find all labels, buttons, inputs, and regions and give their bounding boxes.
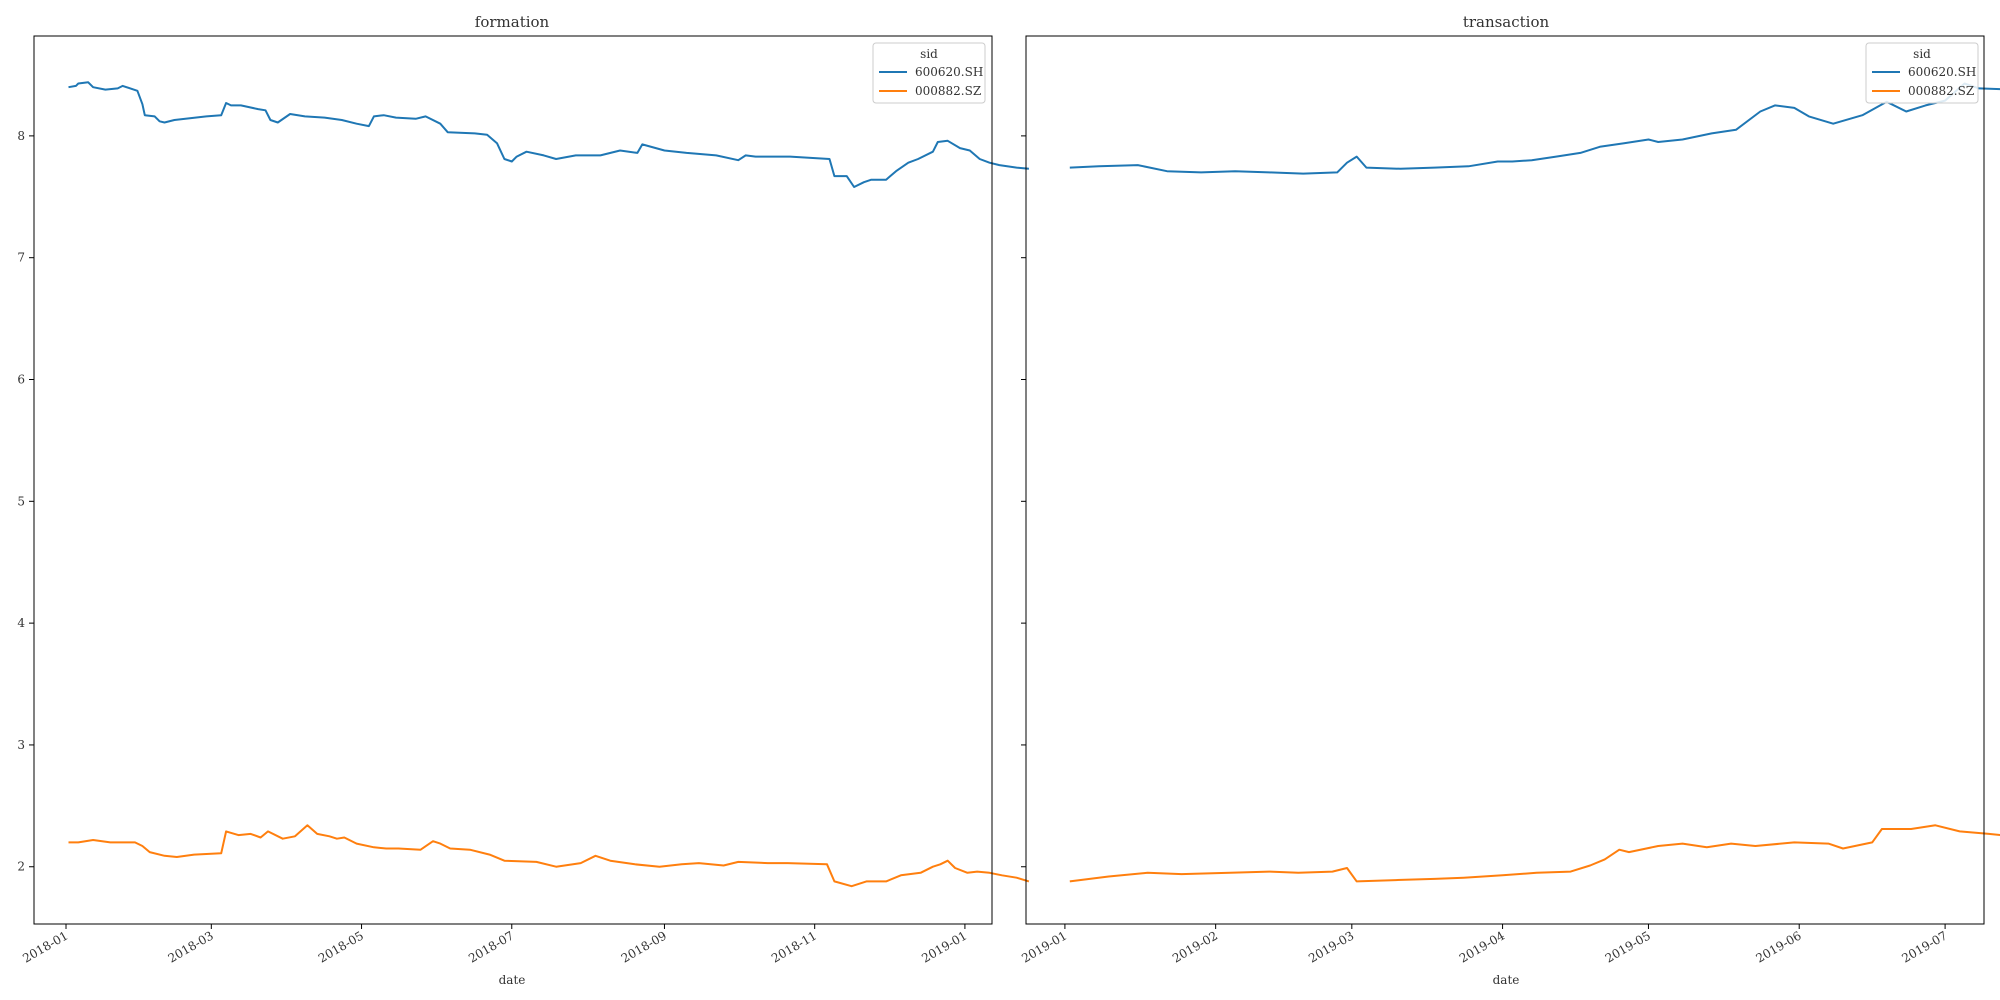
transaction-legend-box xyxy=(1865,42,1979,104)
transaction-x-tick-label: 2019-06 xyxy=(1754,928,1804,965)
transaction-x-tick-label: 2019-03 xyxy=(1306,928,1356,965)
transaction-x-ticks: 2019-01 2019-02 2019-03 2019-04 2019-05 2019-… xyxy=(1019,924,1950,966)
transaction-legend: sid 600620.SH 000882.SZ xyxy=(1865,42,1979,104)
transaction-title: transaction xyxy=(1463,13,1550,31)
formation-legend-label-000882: 000882.SZ xyxy=(915,84,981,98)
formation-x-tick-label: 2018-11 xyxy=(769,928,819,965)
transaction-legend-title: sid xyxy=(1913,47,1931,61)
formation-y-tick-label: 5 xyxy=(17,494,25,508)
transaction-legend-label-000882: 000882.SZ xyxy=(1908,84,1974,98)
formation-x-tick-label: 2018-05 xyxy=(316,928,366,965)
formation-title: formation xyxy=(475,13,550,31)
formation-series-line-000882 xyxy=(68,824,1030,888)
formation-y-ticks: 2 3 4 5 6 7 8 xyxy=(17,129,34,874)
formation-x-tick-label: 2018-07 xyxy=(466,928,516,965)
formation-series-line-600620 xyxy=(68,81,1029,188)
formation-x-tick-label: 2018-09 xyxy=(619,928,669,965)
transaction-plot-frame xyxy=(1025,35,1985,925)
formation-plot-frame xyxy=(33,35,993,925)
transaction-series-lines xyxy=(1069,82,2000,883)
formation-x-ticks: 2018-01 2018-03 2018-05 2018-07 2018-09 2018-… xyxy=(20,924,969,966)
formation-x-tick-label: 2018-03 xyxy=(166,928,216,965)
transaction-x-tick-label: 2019-01 xyxy=(1019,928,1069,965)
formation-legend: sid 600620.SH 000882.SZ xyxy=(872,42,986,104)
formation-legend-title: sid xyxy=(920,47,938,61)
transaction-panel: transaction date 2019-01 2019-02 2019-03 20… xyxy=(1019,13,2000,987)
transaction-x-tick-label: 2019-05 xyxy=(1603,928,1653,965)
transaction-x-tick-label: 2019-07 xyxy=(1899,928,1949,965)
formation-panel: formation date 2018-01 2018-03 2018-05 2018… xyxy=(17,13,1030,987)
transaction-x-tick-label: 2019-02 xyxy=(1170,928,1220,965)
formation-y-tick-label: 4 xyxy=(17,616,25,630)
formation-series-lines xyxy=(68,81,1030,888)
formation-y-tick-label: 3 xyxy=(17,738,25,752)
transaction-x-tick-label: 2019-04 xyxy=(1457,928,1507,965)
transaction-series-line-000882 xyxy=(1069,824,2000,883)
formation-y-tick-label: 6 xyxy=(17,373,25,387)
formation-y-tick-label: 8 xyxy=(17,129,25,143)
formation-y-tick-label: 7 xyxy=(17,251,25,265)
transaction-series-line-600620 xyxy=(1069,82,2000,175)
transaction-x-axis-label: date xyxy=(1493,973,1520,987)
transaction-legend-label-600620: 600620.SH xyxy=(1908,65,1976,79)
formation-x-tick-label: 2018-01 xyxy=(20,928,70,965)
formation-y-tick-label: 2 xyxy=(17,860,25,874)
formation-legend-box xyxy=(872,42,986,104)
formation-x-tick-label: 2019-01 xyxy=(919,928,969,965)
formation-x-axis-label: date xyxy=(499,973,526,987)
transaction-y-ticks xyxy=(1021,135,1026,868)
formation-legend-label-600620: 600620.SH xyxy=(915,65,983,79)
